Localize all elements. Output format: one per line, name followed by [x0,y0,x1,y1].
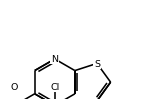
Text: N: N [51,55,58,64]
Text: Cl: Cl [50,82,59,91]
Text: S: S [94,59,100,68]
Text: O: O [11,82,18,91]
